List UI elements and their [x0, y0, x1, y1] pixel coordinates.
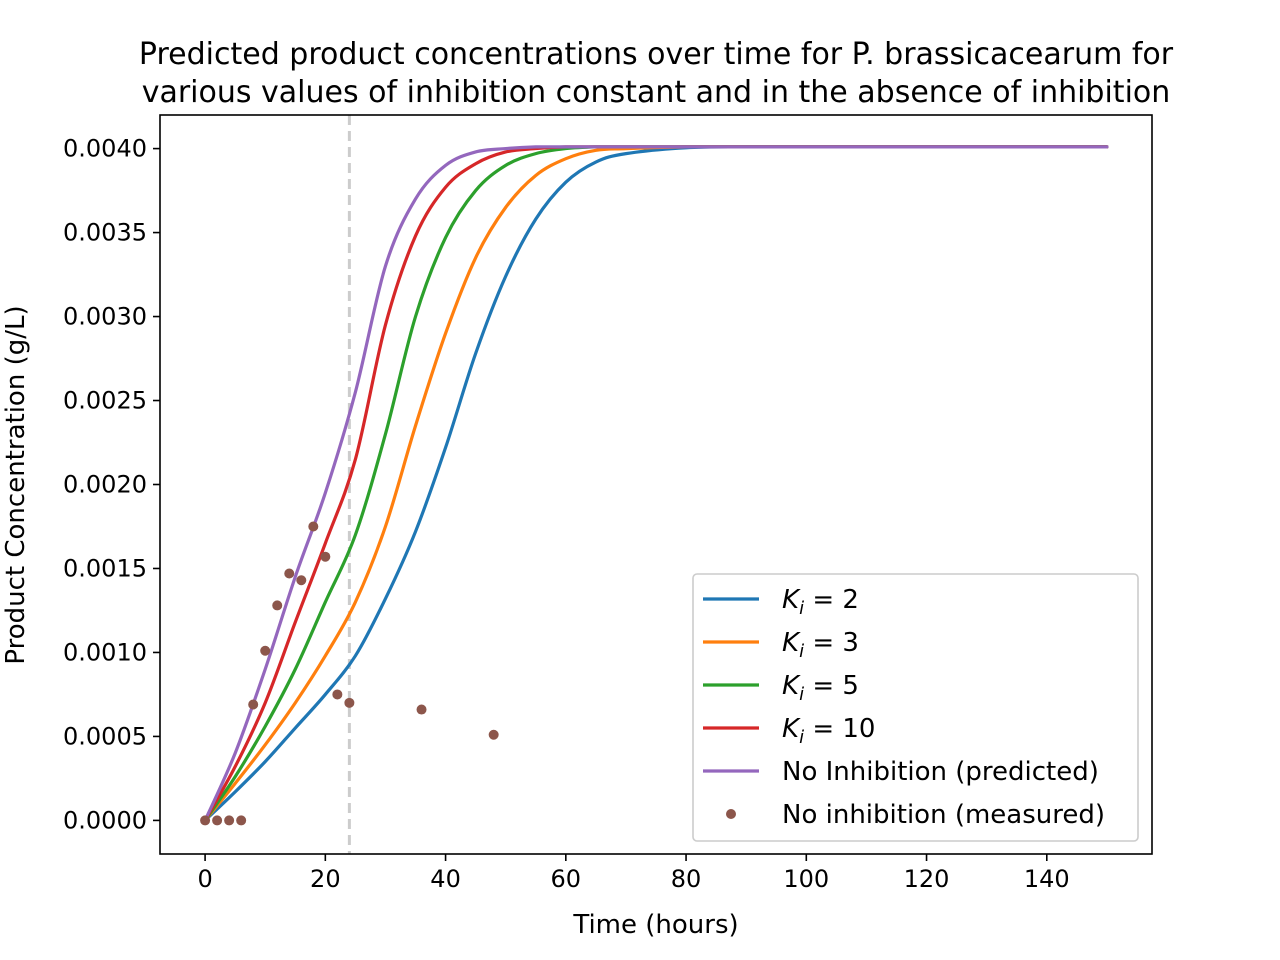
series-line-4 — [203, 145, 1109, 823]
measured-point-0 — [200, 815, 211, 826]
chart-title-line2: various values of inhibition constant an… — [142, 75, 1171, 110]
y-tick-label: 0.0040 — [63, 135, 147, 163]
legend-swatch-measured — [726, 809, 736, 819]
x-axis-label: Time (hours) — [572, 910, 738, 940]
y-tick-label: 0.0000 — [63, 806, 147, 834]
measured-point-6 — [272, 600, 283, 611]
legend-label-3: Ki = 10 — [782, 714, 875, 748]
measured-point-13 — [416, 704, 427, 715]
measured-point-7 — [284, 568, 295, 579]
x-tick-label: 120 — [904, 865, 950, 893]
legend-label-1: Ki = 3 — [782, 628, 859, 662]
legend-label-4: No Inhibition (predicted) — [782, 757, 1099, 787]
y-tick-label: 0.0030 — [63, 303, 147, 331]
measured-point-12 — [344, 697, 355, 708]
axes: 0 20 40 60 80 100 120 140 0.0000 0.0005 0.0010 0.00… — [63, 135, 1070, 893]
x-tick-label: 100 — [783, 865, 829, 893]
measured-point-4 — [248, 699, 259, 710]
x-tick-label: 80 — [671, 865, 702, 893]
legend: Ki = 2 Ki = 3 Ki = 5 Ki = 10 No Inhibition (… — [692, 573, 1139, 842]
legend-box — [692, 573, 1139, 842]
y-tick-label: 0.0005 — [63, 722, 147, 750]
y-tick-label: 0.0025 — [63, 387, 147, 415]
measured-point-5 — [260, 645, 271, 656]
y-tick-label: 0.0015 — [63, 554, 147, 582]
y-tick-label: 0.0020 — [63, 471, 147, 499]
measured-point-11 — [332, 689, 343, 700]
measured-point-10 — [320, 551, 331, 562]
legend-label-measured: No inhibition (measured) — [782, 800, 1105, 830]
chart-title-line1: Predicted product concentrations over ti… — [139, 37, 1174, 72]
y-axis-label: Product Concentration (g/L) — [1, 305, 31, 664]
measured-point-14 — [488, 729, 499, 740]
x-tick-label: 60 — [551, 865, 582, 893]
x-tick-label: 40 — [430, 865, 461, 893]
legend-label-0: Ki = 2 — [782, 585, 859, 619]
legend-label-2: Ki = 5 — [782, 671, 859, 705]
y-tick-label: 0.0035 — [63, 219, 147, 247]
x-tick-label: 0 — [197, 865, 212, 893]
measured-point-1 — [212, 815, 223, 826]
measured-point-2 — [224, 815, 235, 826]
x-tick-label: 20 — [310, 865, 341, 893]
measured-point-3 — [236, 815, 247, 826]
y-tick-label: 0.0010 — [63, 638, 147, 666]
x-tick-label: 140 — [1024, 865, 1070, 893]
plot-area — [200, 115, 1109, 854]
measured-point-8 — [296, 575, 307, 586]
measured-point-9 — [308, 521, 319, 532]
